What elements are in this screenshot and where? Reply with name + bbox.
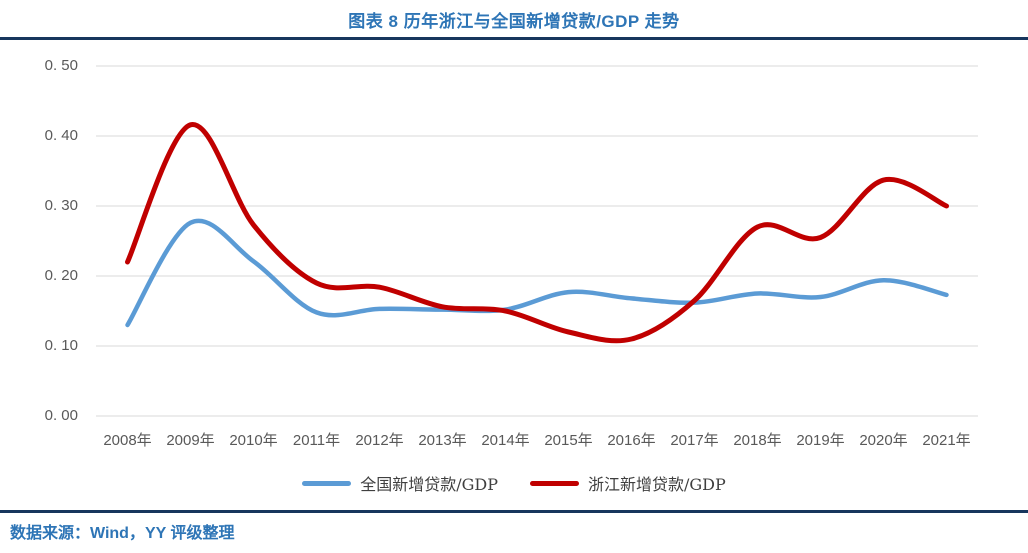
legend-line-swatch xyxy=(530,480,579,486)
legend-item-national: 全国新增贷款/GDP xyxy=(302,471,498,495)
x-axis-tick-label: 2009年 xyxy=(166,432,215,449)
y-axis-tick-label: 0. 50 xyxy=(44,57,78,74)
x-axis-tick-label: 2015年 xyxy=(544,432,593,449)
y-axis-tick-label: 0. 00 xyxy=(44,407,78,424)
legend-item-zhejiang: 浙江新增贷款/GDP xyxy=(530,471,726,495)
chart-legend: 全国新增贷款/GDP 浙江新增贷款/GDP xyxy=(0,472,1028,494)
x-axis-tick-label: 2008年 xyxy=(103,432,152,449)
x-axis-tick-label: 2016年 xyxy=(607,432,656,449)
x-axis-tick-label: 2013年 xyxy=(418,432,467,449)
x-axis-tick-label: 2018年 xyxy=(733,432,782,449)
series-line-national xyxy=(125,218,949,328)
top-divider-line xyxy=(0,37,1028,40)
series-line-zhejiang xyxy=(125,122,949,344)
legend-label: 全国新增贷款/GDP xyxy=(360,475,498,494)
x-axis-tick-label: 2012年 xyxy=(355,432,404,449)
y-axis-tick-label: 0. 10 xyxy=(44,337,78,354)
bottom-divider-line xyxy=(0,510,1028,513)
y-axis-tick-label: 0. 20 xyxy=(44,267,78,284)
x-axis-tick-label: 2014年 xyxy=(481,432,530,449)
x-axis-tick-label: 2021年 xyxy=(922,432,971,449)
y-axis-tick-label: 0. 40 xyxy=(44,127,78,144)
figure-title: 图表 8 历年浙江与全国新增贷款/GDP 走势 xyxy=(348,12,680,31)
x-axis-tick-label: 2010年 xyxy=(229,432,278,449)
x-axis-tick-label: 2011年 xyxy=(292,432,341,449)
x-axis-tick-label: 2017年 xyxy=(670,432,719,449)
y-axis-tick-label: 0. 30 xyxy=(44,197,78,214)
x-axis-tick-label: 2019年 xyxy=(796,432,845,449)
x-axis-tick-label: 2020年 xyxy=(859,432,908,449)
legend-label: 浙江新增贷款/GDP xyxy=(588,475,726,494)
data-source-note: 数据来源：Wind，YY 评级整理 xyxy=(10,525,235,542)
legend-line-swatch xyxy=(302,480,352,486)
